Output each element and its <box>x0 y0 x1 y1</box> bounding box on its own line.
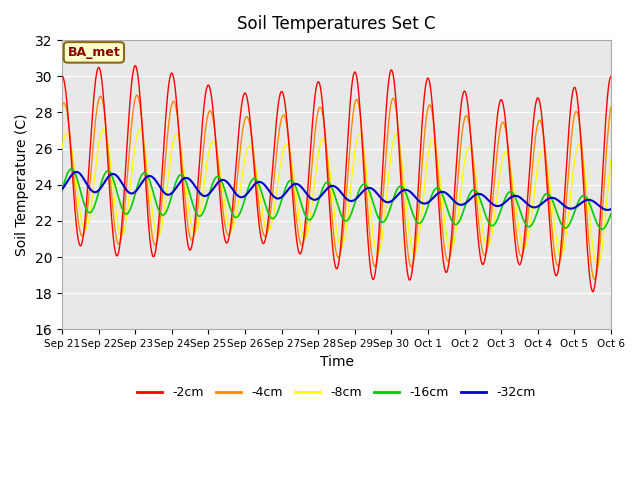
X-axis label: Time: Time <box>319 355 353 369</box>
Legend: -2cm, -4cm, -8cm, -16cm, -32cm: -2cm, -4cm, -8cm, -16cm, -32cm <box>132 381 541 404</box>
Title: Soil Temperatures Set C: Soil Temperatures Set C <box>237 15 436 33</box>
Text: BA_met: BA_met <box>67 46 120 59</box>
Y-axis label: Soil Temperature (C): Soil Temperature (C) <box>15 113 29 256</box>
